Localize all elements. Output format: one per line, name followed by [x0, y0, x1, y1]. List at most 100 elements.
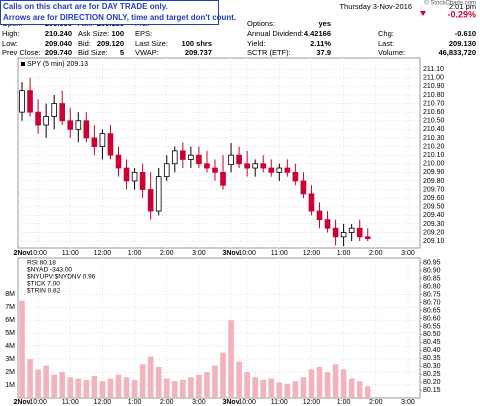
volume-bar [244, 372, 250, 398]
x-tick-label: 2:00 [369, 399, 383, 406]
quote-value: 100 [111, 29, 124, 38]
candle-body [107, 133, 114, 156]
candle-body [51, 103, 57, 117]
x-tick-label: 3:00 [192, 399, 206, 406]
candle-body [43, 116, 49, 126]
volume-bar [292, 381, 299, 398]
candle-body [147, 189, 154, 212]
volume-bar [51, 374, 57, 398]
x-tick-label: 11:00 [271, 250, 288, 257]
volume-bar [115, 374, 122, 398]
y-tick-label: 5M [5, 330, 15, 337]
quote-label: Ask Size: [78, 29, 109, 38]
y2-tick-label: 80.55 [423, 323, 441, 330]
quote-value: 209.737 [185, 48, 212, 57]
y2-tick-label: 80.50 [423, 331, 441, 338]
y-tick-label: 4M [5, 343, 15, 350]
candle-body [83, 120, 90, 139]
legend-item: $NYAD -343.00 [27, 267, 72, 274]
volume-bar [228, 320, 234, 398]
x-tick-label: 3:00 [401, 250, 415, 257]
candle-body [204, 163, 210, 169]
candle-body [123, 167, 130, 182]
candle-body [300, 180, 307, 195]
volume-bar [27, 359, 33, 398]
candle-body [260, 163, 267, 169]
volume-bar [75, 378, 82, 398]
x-tick-label: 3Nov [222, 250, 239, 257]
quote-value: 4.42166 [304, 29, 331, 38]
y-tick-label: 6M [5, 317, 15, 324]
quote-label: SCTR (ETF): [247, 48, 291, 57]
volume-bar [123, 377, 130, 398]
change-percent: -0.29% [447, 9, 476, 19]
candle-body [35, 111, 41, 126]
notice-text: Calls on this chart are for DAY TRADE on… [3, 2, 168, 11]
candle-body [228, 154, 234, 166]
volume-bar [99, 381, 106, 398]
volume-bar [188, 377, 194, 398]
candle-body [292, 171, 299, 182]
volume-bar [276, 382, 283, 398]
y-tick-label: 209.70 [423, 186, 445, 193]
candle-body [324, 219, 331, 229]
candle-body [180, 150, 186, 160]
x-tick-label: 12:00 [303, 250, 321, 257]
candle-body [196, 154, 202, 165]
y2-tick-label: 80.75 [423, 291, 441, 298]
legend-item: $TICK 7.00 [27, 281, 60, 288]
volume-bar [163, 378, 170, 398]
quote-time: 2:01 pm [449, 2, 476, 11]
volume-bar [364, 386, 371, 398]
y2-tick-label: 80.15 [423, 387, 441, 394]
candle-body [139, 171, 146, 190]
volume-bar [332, 364, 339, 398]
y-tick-label: 209.20 [423, 229, 445, 236]
volume-bar [220, 352, 226, 398]
candle-body [356, 227, 363, 238]
candle-body [212, 167, 218, 173]
y2-tick-label: 80.95 [423, 260, 441, 267]
volume-bar [139, 364, 146, 398]
quote-label: Volume: [378, 48, 405, 57]
quote-value: 209.130 [449, 39, 476, 48]
volume-bar [316, 366, 323, 398]
y-tick-label: 210.40 [423, 126, 445, 133]
x-tick-label: 1:00 [128, 250, 142, 257]
x-tick-label: 11:00 [271, 399, 288, 406]
candle-body [316, 210, 323, 221]
y-tick-label: 211.10 [423, 66, 444, 73]
candle-body [155, 176, 162, 212]
candle-body [115, 154, 122, 169]
candle-body [188, 154, 194, 160]
volume-bar [284, 383, 291, 398]
quote-label: Chg: [378, 29, 394, 38]
quote-label: Low: [2, 39, 18, 48]
quote-label: Last Size: [135, 39, 168, 48]
y-tick-label: 209.40 [423, 212, 445, 219]
quote-label: High: [2, 29, 20, 38]
quote-value: 210.240 [45, 29, 72, 38]
y2-tick-label: 80.30 [423, 363, 441, 370]
volume-bar [308, 369, 315, 398]
x-tick-label: 11:00 [62, 250, 79, 257]
x-tick-label: 12:00 [94, 399, 112, 406]
candle-body [75, 120, 82, 130]
volume-bar [83, 379, 90, 398]
y-tick-label: 209.30 [423, 221, 445, 228]
y-tick-label: 209.80 [423, 178, 445, 185]
x-tick-label: 1:00 [128, 399, 142, 406]
legend-item: $NYUPV:$NYDNV 0.96 [27, 274, 96, 281]
quote-value: 209.040 [45, 39, 72, 48]
quote-value: -0.610 [455, 29, 476, 38]
y2-tick-label: 80.70 [423, 299, 441, 306]
y2-tick-label: 80.25 [423, 371, 441, 378]
y2-tick-label: 80.85 [423, 276, 441, 283]
candle-body [348, 227, 355, 233]
notice-text: Arrows are for DIRECTION ONLY, time and … [3, 13, 236, 22]
volume-bar [252, 377, 258, 398]
volume-bar [356, 381, 363, 398]
y-tick-label: 7M [5, 304, 15, 311]
quote-label: VWAP: [135, 48, 159, 57]
